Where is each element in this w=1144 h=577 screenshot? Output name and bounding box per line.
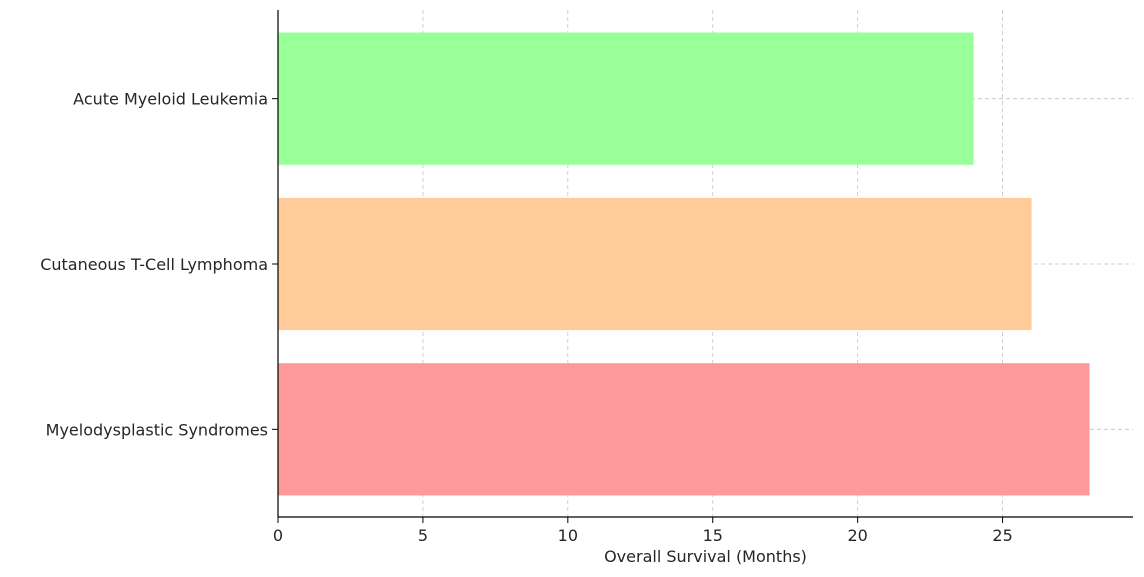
- bar: [278, 32, 974, 165]
- y-tick-label: Myelodysplastic Syndromes: [46, 420, 268, 439]
- x-axis-title: Overall Survival (Months): [604, 547, 807, 566]
- y-tick-label: Acute Myeloid Leukemia: [73, 90, 268, 109]
- x-tick-label: 20: [847, 526, 867, 545]
- x-tick-label: 5: [418, 526, 428, 545]
- x-tick-label: 0: [273, 526, 283, 545]
- bars: [278, 32, 1090, 496]
- x-tick-label: 15: [703, 526, 723, 545]
- bar: [278, 197, 1032, 331]
- bar: [278, 363, 1090, 496]
- y-tick-label: Cutaneous T-Cell Lymphoma: [40, 255, 268, 274]
- y-axis-ticks: Myelodysplastic Syndromes Cutaneous T-Cel…: [40, 90, 278, 439]
- x-axis-ticks: 0 5 10 15 20 25: [273, 517, 1013, 545]
- x-tick-label: 25: [992, 526, 1012, 545]
- x-tick-label: 10: [558, 526, 578, 545]
